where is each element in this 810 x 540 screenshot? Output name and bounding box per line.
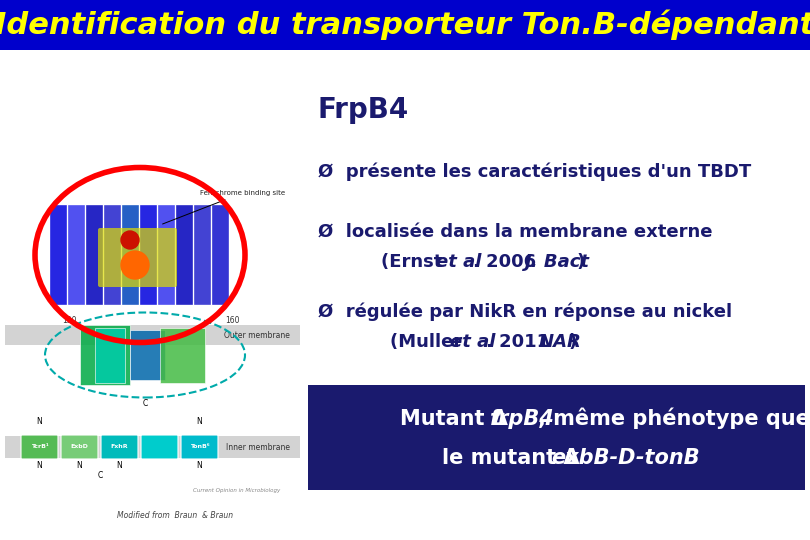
Text: Inner membrane: Inner membrane — [226, 442, 290, 451]
Text: Ø  régulée par NikR en réponse au nickel: Ø régulée par NikR en réponse au nickel — [318, 303, 732, 321]
Text: le mutant Δ: le mutant Δ — [441, 449, 579, 469]
Text: . 2011: . 2011 — [487, 333, 556, 351]
Text: Ø  présente les caractéristiques d'un TBDT: Ø présente les caractéristiques d'un TBD… — [318, 163, 751, 181]
FancyBboxPatch shape — [212, 205, 229, 305]
Text: ): ) — [577, 253, 586, 271]
FancyBboxPatch shape — [95, 327, 125, 382]
Text: Current Opinion in Microbiology: Current Opinion in Microbiology — [193, 488, 280, 493]
Circle shape — [121, 251, 149, 279]
FancyBboxPatch shape — [160, 327, 205, 382]
Text: Identification du transporteur Ton.B-dépendant: Identification du transporteur Ton.B-dép… — [0, 10, 810, 40]
FancyBboxPatch shape — [158, 205, 175, 305]
Text: 160: 160 — [225, 316, 240, 325]
Text: C: C — [97, 471, 103, 480]
FancyBboxPatch shape — [5, 325, 300, 345]
FancyBboxPatch shape — [86, 205, 103, 305]
Text: FxhR: FxhR — [111, 444, 128, 449]
FancyBboxPatch shape — [61, 435, 98, 459]
Circle shape — [121, 231, 139, 249]
Text: N: N — [116, 461, 121, 470]
FancyBboxPatch shape — [130, 330, 165, 380]
FancyBboxPatch shape — [21, 435, 58, 459]
FancyBboxPatch shape — [0, 0, 810, 50]
Text: Ø  localisée dans la membrane externe: Ø localisée dans la membrane externe — [318, 223, 713, 241]
Text: Outer membrane: Outer membrane — [224, 330, 290, 340]
Text: TcrB¹: TcrB¹ — [31, 444, 49, 449]
Text: J. Bact: J. Bact — [525, 253, 590, 271]
FancyBboxPatch shape — [141, 435, 178, 459]
Text: . 2006: . 2006 — [473, 253, 543, 271]
Text: exbB-D-tonB: exbB-D-tonB — [552, 449, 700, 469]
FancyBboxPatch shape — [50, 205, 67, 305]
FancyBboxPatch shape — [140, 205, 157, 305]
FancyBboxPatch shape — [98, 228, 177, 287]
Text: Mutant Δ: Mutant Δ — [400, 409, 508, 429]
Text: Ferrichrome binding site: Ferrichrome binding site — [163, 190, 285, 224]
Text: N: N — [196, 461, 202, 470]
Text: frpB4: frpB4 — [490, 409, 555, 429]
Text: TonB⁶: TonB⁶ — [190, 444, 209, 449]
FancyBboxPatch shape — [194, 205, 211, 305]
Text: N: N — [76, 461, 82, 470]
Text: NAR: NAR — [539, 333, 582, 351]
Text: 130: 130 — [62, 316, 76, 325]
Text: et al: et al — [450, 333, 495, 351]
Text: C: C — [143, 399, 147, 408]
Text: N: N — [36, 461, 42, 470]
Text: N: N — [196, 417, 202, 426]
Text: (Ernst: (Ernst — [381, 253, 449, 271]
FancyBboxPatch shape — [122, 205, 139, 305]
FancyBboxPatch shape — [308, 385, 805, 490]
Text: ExbD: ExbD — [70, 444, 88, 449]
Text: FrpB4: FrpB4 — [318, 96, 409, 124]
FancyBboxPatch shape — [5, 436, 300, 458]
FancyBboxPatch shape — [80, 325, 130, 385]
Text: , même phénotype que: , même phénotype que — [538, 408, 810, 429]
Text: N: N — [36, 417, 42, 426]
Text: ): ) — [569, 333, 577, 351]
FancyBboxPatch shape — [181, 435, 218, 459]
FancyBboxPatch shape — [104, 205, 121, 305]
Text: et al: et al — [436, 253, 481, 271]
FancyBboxPatch shape — [176, 205, 193, 305]
FancyBboxPatch shape — [68, 205, 85, 305]
Text: Modified from  Braun  & Braun: Modified from Braun & Braun — [117, 511, 233, 520]
Text: (Muller: (Muller — [390, 333, 468, 351]
FancyBboxPatch shape — [101, 435, 138, 459]
